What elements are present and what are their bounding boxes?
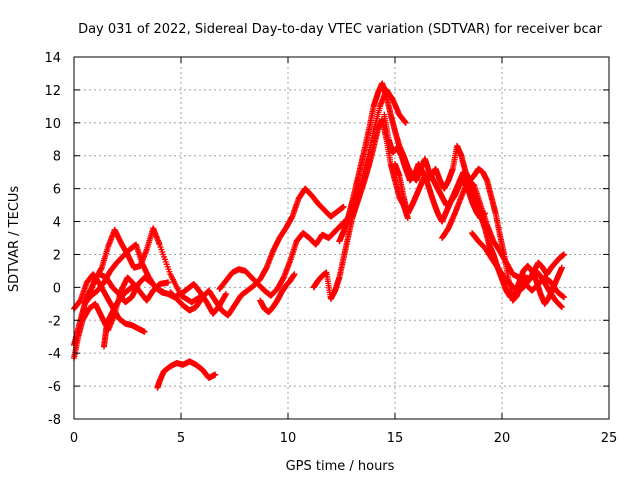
- data-point: [340, 203, 347, 210]
- series-track-5: [90, 271, 167, 306]
- data-point: [212, 371, 219, 378]
- series-track-15: [439, 177, 568, 301]
- series-track-6: [100, 282, 137, 350]
- y-tick-label: -6: [48, 380, 61, 395]
- data-point: [160, 289, 167, 296]
- x-axis-label: GPS time / hours: [286, 459, 395, 474]
- y-tick-labels: -8 -6 -4 -2 0 2 4 6 8 10 12 14: [44, 51, 61, 428]
- y-axis-label: SDTVAR / TECUs: [7, 186, 22, 293]
- y-tick-label: 4: [53, 216, 61, 231]
- data-points: [71, 80, 568, 391]
- data-point: [558, 264, 565, 271]
- data-point: [222, 290, 229, 297]
- y-tick-label: 6: [53, 183, 61, 198]
- series-track-10: [257, 271, 298, 316]
- x-tick-label: 5: [177, 431, 185, 446]
- y-tick-label: -8: [48, 413, 61, 428]
- y-tick-label: 10: [44, 117, 61, 132]
- data-point: [558, 304, 565, 311]
- data-point: [291, 271, 298, 278]
- x-tick-label: 15: [387, 431, 404, 446]
- data-point: [141, 328, 148, 335]
- x-tick-label: 10: [280, 431, 297, 446]
- y-tick-label: -2: [48, 314, 61, 329]
- data-point: [561, 294, 568, 301]
- series-track-9: [216, 86, 409, 299]
- y-tick-label: -4: [48, 347, 61, 362]
- series-track-1: [71, 271, 148, 335]
- y-tick-label: 14: [44, 51, 61, 66]
- series-track-16: [469, 230, 565, 311]
- data-point: [561, 251, 568, 258]
- series-track-7: [154, 358, 219, 391]
- x-tick-label: 20: [494, 431, 511, 446]
- axis-ticks: [73, 56, 610, 420]
- x-tick-label: 0: [70, 431, 78, 446]
- y-tick-label: 2: [53, 248, 61, 263]
- series-track-11: [310, 116, 411, 302]
- plot-frame: [73, 56, 610, 420]
- data-point: [402, 119, 409, 126]
- data-point: [165, 279, 172, 286]
- x-tick-labels: 0 5 10 15 20 25: [70, 431, 617, 446]
- y-tick-label: 8: [53, 150, 61, 165]
- x-tick-label: 25: [601, 431, 618, 446]
- y-tick-label: 12: [44, 84, 61, 99]
- chart-title: Day 031 of 2022, Sidereal Day-to-day VTE…: [78, 22, 602, 37]
- y-tick-label: 0: [53, 281, 61, 296]
- data-point: [130, 282, 137, 289]
- series-track-8: [167, 185, 347, 319]
